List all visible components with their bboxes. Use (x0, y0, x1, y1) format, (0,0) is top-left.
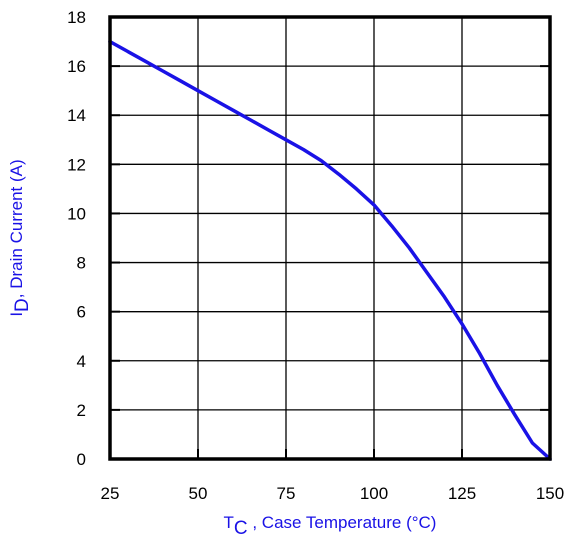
x-axis-title: TC , Case Temperature (°C) (224, 513, 437, 539)
x-tick-label: 100 (360, 484, 388, 503)
x-tick-label: 150 (536, 484, 564, 503)
y-tick-label: 0 (77, 450, 86, 469)
y-tick-label: 2 (77, 401, 86, 420)
x-axis-title-main: T (224, 513, 234, 532)
y-tick-label: 8 (77, 254, 86, 273)
y-axis-title-main: I (7, 312, 26, 317)
y-axis-title: ID, Drain Current (A) (7, 159, 33, 316)
y-tick-labels: 0 2 4 6 8 10 12 14 16 18 (67, 8, 86, 469)
y-tick-label: 18 (67, 8, 86, 27)
x-axis-title-sub: C (234, 518, 248, 539)
tick-marks (109, 16, 551, 460)
plot-frame (108, 15, 552, 461)
series-line (108, 39, 552, 461)
x-tick-label: 25 (101, 484, 120, 503)
y-tick-label: 14 (67, 106, 86, 125)
x-tick-labels: 25 50 75 100 125 150 (101, 484, 565, 503)
grid (110, 17, 550, 459)
y-tick-label: 16 (67, 57, 86, 76)
y-tick-label: 12 (67, 155, 86, 174)
x-tick-label: 75 (277, 484, 296, 503)
y-tick-label: 6 (77, 303, 86, 322)
x-tick-label: 125 (448, 484, 476, 503)
y-tick-label: 4 (77, 352, 86, 371)
x-axis-title-rest: , Case Temperature (°C) (248, 513, 437, 532)
y-tick-label: 10 (67, 204, 86, 223)
x-tick-label: 50 (189, 484, 208, 503)
y-axis-title-rest: , Drain Current (A) (7, 159, 26, 298)
y-axis-title-sub: D (12, 298, 33, 312)
